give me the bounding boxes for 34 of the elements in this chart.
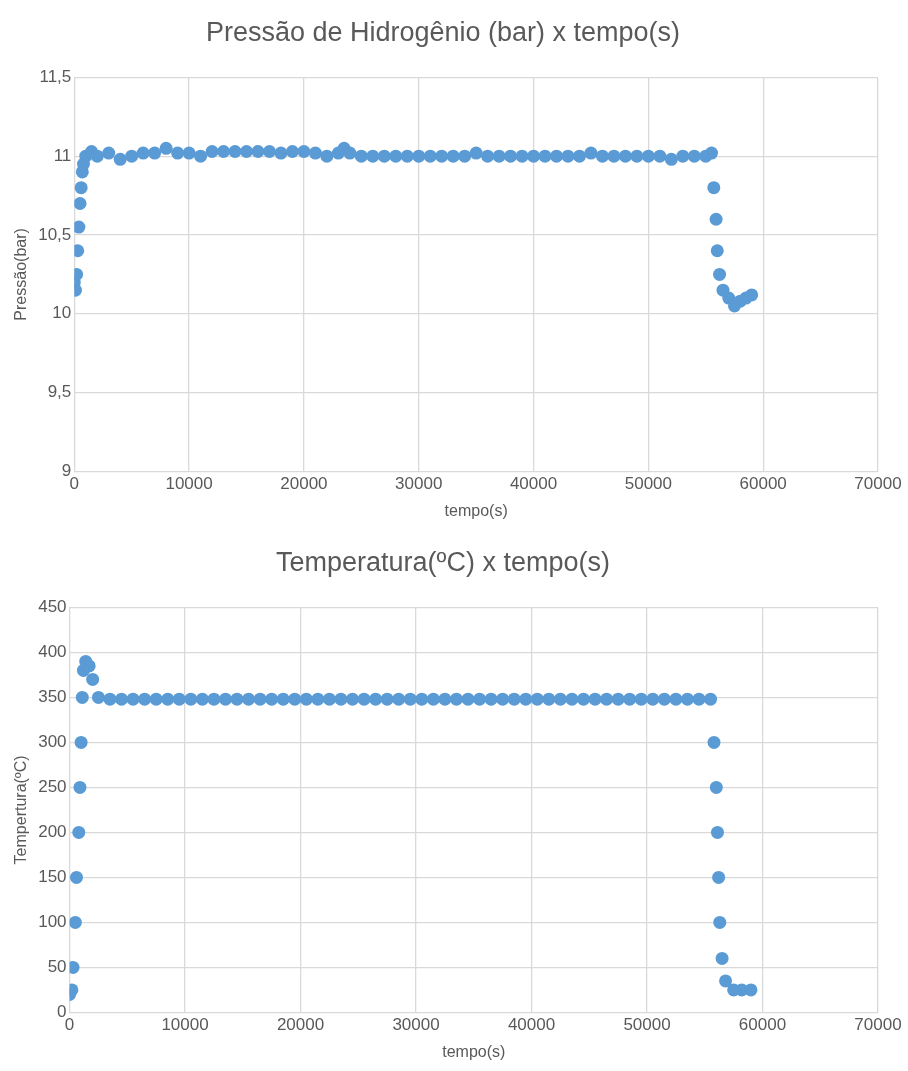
y-tick-label: 50: [47, 957, 67, 977]
x-tick-label: 40000: [507, 1015, 556, 1035]
y-tick-label: 9,5: [47, 382, 72, 402]
y-tick-label: 10: [52, 303, 72, 323]
x-tick-label: 70000: [854, 1015, 902, 1035]
y-tick-label: 10,5: [38, 224, 72, 244]
x-tick-label: 60000: [739, 474, 787, 494]
y-tick-label: 11,5: [39, 67, 72, 87]
x-tick-label: 20000: [276, 1015, 325, 1035]
y-tick-label: 300: [38, 732, 67, 752]
chart-title: Temperatura(ºC) x tempo(s): [276, 546, 610, 577]
y-tick-label: 400: [38, 642, 67, 662]
x-axis-title: tempo(s): [444, 501, 508, 519]
x-tick-label: 30000: [395, 474, 443, 494]
x-tick-label: 30000: [392, 1015, 440, 1035]
y-tick-label: 250: [38, 777, 67, 797]
chart-title: Pressão de Hidrogênio (bar) x tempo(s): [205, 16, 681, 47]
y-tick-label: 450: [38, 597, 67, 617]
x-tick-label: 50000: [624, 474, 673, 494]
x-tick-label: 60000: [738, 1015, 787, 1035]
y-axis-title: Tempertura(ºC): [12, 755, 30, 865]
x-tick-label: 10000: [161, 1015, 209, 1035]
y-tick-label: 100: [38, 912, 67, 932]
x-axis-title: tempo(s): [442, 1042, 506, 1060]
x-tick-label: 50000: [623, 1015, 671, 1035]
x-tick-label: 40000: [509, 474, 558, 494]
x-tick-label: 20000: [280, 474, 328, 494]
y-tick-label: 11: [53, 145, 72, 165]
y-axis-title: Pressão(bar): [12, 228, 30, 321]
x-tick-label: 70000: [854, 474, 902, 494]
x-tick-label: 10000: [165, 474, 213, 494]
y-tick-label: 200: [38, 822, 67, 842]
y-tick-label: 150: [38, 867, 67, 887]
y-tick-label: 350: [38, 687, 67, 707]
